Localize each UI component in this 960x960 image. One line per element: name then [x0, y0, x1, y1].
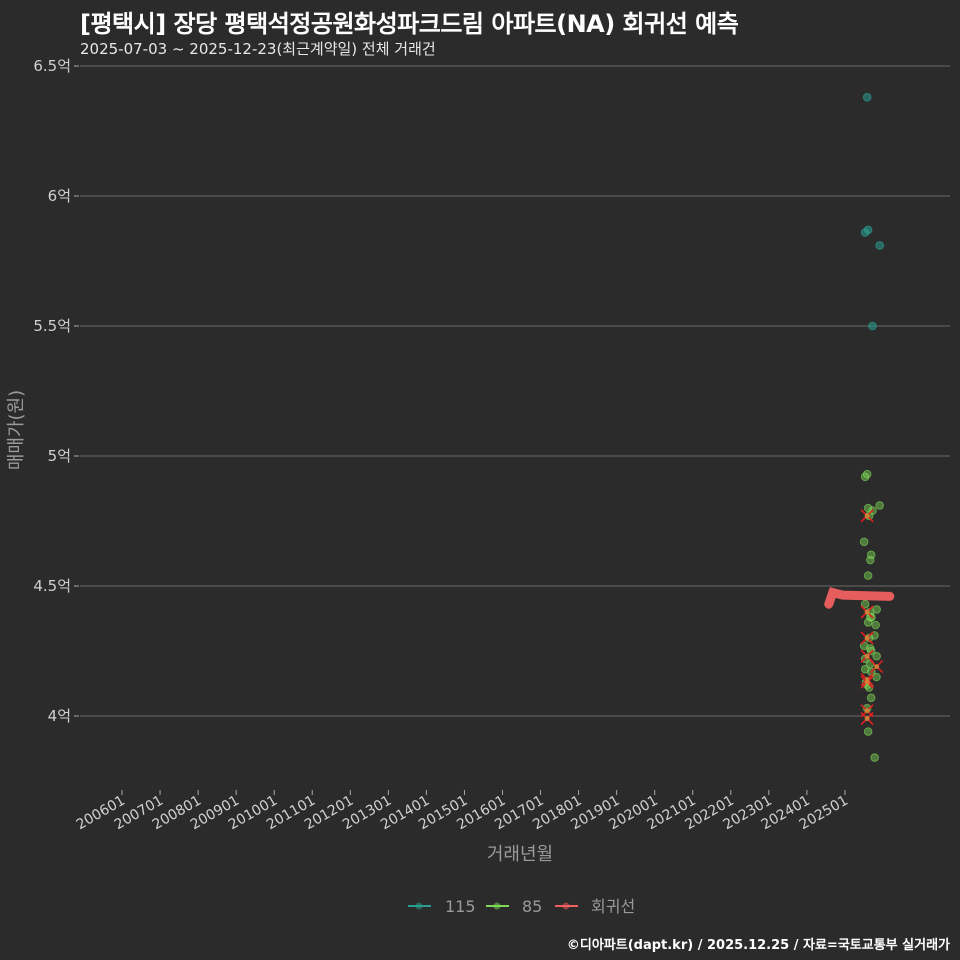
point-85	[866, 555, 875, 565]
legend-label-115: 115	[445, 897, 476, 916]
point-85	[872, 605, 881, 614]
cross-center	[864, 716, 870, 722]
point-85	[870, 753, 879, 762]
y-axis: 4억 4.5억 5억 5.5억 6억 6.5억	[33, 57, 79, 725]
data-points	[824, 92, 895, 762]
y-tick-label: 4.5억	[33, 577, 71, 595]
point-115	[875, 241, 884, 250]
point-85	[866, 693, 876, 703]
cross-center	[864, 635, 870, 641]
y-tick-label: 4억	[48, 707, 71, 725]
y-tick-label: 5.5억	[33, 317, 71, 335]
point-85	[872, 651, 881, 661]
point-85	[871, 620, 880, 630]
cross-center	[864, 513, 870, 519]
cross-center	[864, 653, 870, 659]
grid-lines	[80, 65, 950, 717]
point-115	[868, 321, 877, 331]
chart-subtitle: 2025-07-03 ~ 2025-12-23(최근계약일) 전체 거래건	[80, 40, 436, 58]
legend-dot-115-icon	[415, 902, 423, 910]
legend-label-85: 85	[522, 897, 542, 916]
legend-item-115: 115	[408, 897, 476, 916]
x-axis: 2006012007012008012009012010012011012012…	[74, 790, 851, 833]
point-115	[863, 225, 873, 235]
legend-item-regression: 회귀선	[555, 897, 635, 916]
point-85	[859, 537, 869, 547]
legend-dot-regression-icon	[562, 902, 570, 910]
point-85	[863, 571, 873, 580]
y-tick-label: 6.5억	[33, 57, 71, 75]
point-85	[872, 672, 881, 682]
point-85	[865, 612, 875, 622]
point-85	[860, 599, 870, 609]
cross-center	[864, 609, 870, 615]
point-85	[860, 472, 870, 482]
source-caption: ©디아파트(dapt.kr) / 2025.12.25 / 자료=국토교통부 실…	[566, 938, 950, 953]
cross-center	[874, 664, 880, 670]
point-85	[863, 727, 873, 736]
cross-center	[864, 708, 870, 714]
point-85	[875, 501, 884, 510]
legend: 115 85 회귀선	[408, 897, 635, 916]
regression-line	[824, 587, 895, 609]
legend-dot-85-icon	[493, 902, 501, 910]
x-axis-title: 거래년월	[487, 844, 553, 865]
y-tick-label: 5억	[48, 447, 71, 465]
y-axis-title: 매매가(원)	[6, 390, 27, 470]
legend-item-85: 85	[486, 897, 542, 916]
cross-center	[864, 679, 870, 685]
point-115	[862, 92, 872, 102]
y-tick-label: 6억	[48, 187, 71, 205]
chart-title: [평택시] 장당 평택석정공원화성파크드림 아파트(NA) 회귀선 예측	[80, 10, 739, 38]
legend-label-regression: 회귀선	[591, 897, 635, 916]
